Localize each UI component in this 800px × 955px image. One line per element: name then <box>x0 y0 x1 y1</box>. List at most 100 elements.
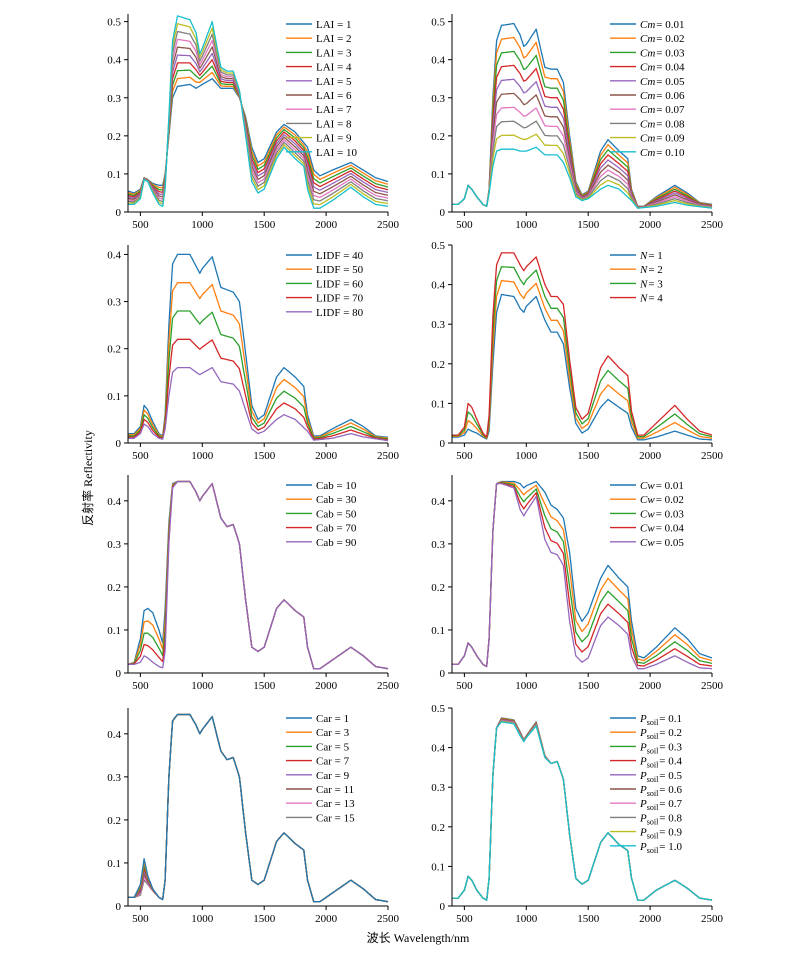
legend-label: Car = 11 <box>316 784 354 796</box>
x-tick-label: 2000 <box>315 913 338 925</box>
legend-label: N= 3 <box>639 278 663 290</box>
series-group <box>127 15 389 209</box>
legend-label: Cab = 70 <box>316 523 357 535</box>
y-tick-label: 0.5 <box>431 703 445 715</box>
legend-car: Car = 1 Car = 3 Car = 5 Car = 7 Car = 9 Car =… <box>286 713 355 824</box>
x-tick-label: 1000 <box>515 450 538 462</box>
series-line-lidf-1 <box>128 253 389 438</box>
x-tick-label: 2500 <box>377 913 400 925</box>
series-group <box>452 717 713 901</box>
series-line-lai-10 <box>128 15 389 209</box>
panel-lai: 500 1000 1500 2000 2500 0 0.1 0.2 0.3 0.4 0.5 LAI =… <box>107 14 400 231</box>
y-tick-label: 0.3 <box>107 772 121 784</box>
y-tick-label: 0.1 <box>431 398 445 410</box>
legend-lidf: LIDF = 40 LIDF = 50 LIDF = 60 LIDF = 70 LIDF… <box>286 250 364 319</box>
legend-label: Psoil= 0.4 <box>639 756 683 770</box>
series-group <box>127 480 389 670</box>
y-tick-label: 0.2 <box>107 344 121 356</box>
x-tick-label: 500 <box>456 913 473 925</box>
panel-psoil: 500 1000 1500 2000 2500 0 0.1 0.2 0.3 0.4 0.5 Psoil… <box>431 703 723 925</box>
series-line-lidf-5 <box>128 366 389 442</box>
y-tick-label: 0.4 <box>431 743 445 755</box>
legend-label: Cab = 50 <box>316 508 357 520</box>
x-tick-label: 1000 <box>191 450 214 462</box>
y-tick-label: 0 <box>116 438 122 450</box>
x-tick-label: 1000 <box>191 680 214 692</box>
series-group <box>452 252 713 441</box>
x-tick-label: 1500 <box>577 450 600 462</box>
y-tick-label: 0.1 <box>107 858 121 870</box>
x-tick-label: 2500 <box>701 219 724 231</box>
legend-label: Cw= 0.01 <box>640 480 684 492</box>
legend-label: LAI = 4 <box>316 62 352 74</box>
x-tick-label: 2000 <box>639 913 662 925</box>
x-tick-label: 2000 <box>639 450 662 462</box>
y-tick-label: 0.2 <box>107 582 121 594</box>
panel-cm: 500 1000 1500 2000 2500 0 0.1 0.2 0.3 0.4 0.5 Cm= 0… <box>431 14 724 231</box>
y-tick-label: 0 <box>116 901 122 913</box>
x-tick-label: 500 <box>456 450 473 462</box>
x-tick-label: 2500 <box>701 913 724 925</box>
y-tick-label: 0 <box>440 668 446 680</box>
x-tick-label: 1000 <box>191 913 214 925</box>
legend-label: Car = 13 <box>316 798 355 810</box>
y-tick-label: 0.2 <box>431 359 445 371</box>
x-tick-label: 1500 <box>253 680 276 692</box>
series-line-psoil-10 <box>452 721 713 901</box>
y-tick-label: 0.1 <box>431 625 445 637</box>
legend-label: LAI = 1 <box>316 19 352 31</box>
y-tick-label: 0.5 <box>431 17 445 29</box>
series-line-n-1 <box>452 293 712 441</box>
legend-label: Psoil= 0.8 <box>639 812 683 826</box>
legend-label: Psoil= 0.3 <box>639 741 683 755</box>
series-group <box>452 22 713 209</box>
legend-label: Cw= 0.02 <box>640 494 684 506</box>
x-tick-label: 1500 <box>253 913 276 925</box>
y-tick-label: 0.1 <box>107 391 121 403</box>
legend-label: Cm= 0.03 <box>640 47 685 59</box>
y-tick-label: 0 <box>440 438 446 450</box>
x-tick-label: 500 <box>132 219 149 231</box>
x-tick-label: 2000 <box>315 219 338 231</box>
y-tick-label: 0.4 <box>107 496 121 508</box>
y-tick-label: 0.3 <box>107 539 121 551</box>
legend-label: LAI = 3 <box>316 47 352 59</box>
x-tick-label: 2000 <box>639 680 662 692</box>
legend-label: Psoil= 0.5 <box>639 770 683 784</box>
y-tick-label: 0.4 <box>107 55 121 67</box>
series-line-cab-5 <box>128 480 389 670</box>
panel-cw: 500 1000 1500 2000 2500 0 0.1 0.2 0.3 0.4 Cw= 0.01… <box>431 475 724 692</box>
series-line-cw-5 <box>452 482 713 670</box>
x-tick-label: 1500 <box>577 913 600 925</box>
legend-label: LAI = 5 <box>316 76 352 88</box>
series-group <box>128 713 389 903</box>
legend-label: N= 1 <box>639 250 663 262</box>
legend-label: Psoil= 1.0 <box>639 841 683 855</box>
legend-label: LAI = 2 <box>316 33 352 45</box>
x-tick-label: 500 <box>456 680 473 692</box>
legend-label: N= 4 <box>639 293 663 305</box>
legend-label: LIDF = 40 <box>316 250 364 262</box>
x-tick-label: 2500 <box>377 219 400 231</box>
legend-label: LAI = 10 <box>316 147 358 159</box>
legend-label: Cm= 0.10 <box>640 147 685 159</box>
series-line-lidf-4 <box>128 338 389 441</box>
x-tick-label: 2500 <box>701 680 724 692</box>
y-tick-label: 0.4 <box>431 55 445 67</box>
series-line-lidf-2 <box>128 282 389 439</box>
series-group <box>452 480 713 670</box>
y-tick-label: 0.5 <box>431 240 445 252</box>
legend-label: LIDF = 80 <box>316 307 364 319</box>
y-tick-label: 0.3 <box>431 93 445 105</box>
series-line-car-1 <box>128 713 389 903</box>
figure-ylabel: 反射率 Reflectivity <box>80 430 95 526</box>
legend-label: LAI = 7 <box>316 104 352 116</box>
legend-label: Car = 9 <box>316 770 350 782</box>
y-tick-label: 0 <box>440 901 446 913</box>
series-line-lidf-3 <box>128 310 389 440</box>
legend-n: N= 1 N= 2 N= 3 N= 4 <box>610 250 663 305</box>
x-tick-label: 2500 <box>377 680 400 692</box>
x-tick-label: 2000 <box>315 450 338 462</box>
